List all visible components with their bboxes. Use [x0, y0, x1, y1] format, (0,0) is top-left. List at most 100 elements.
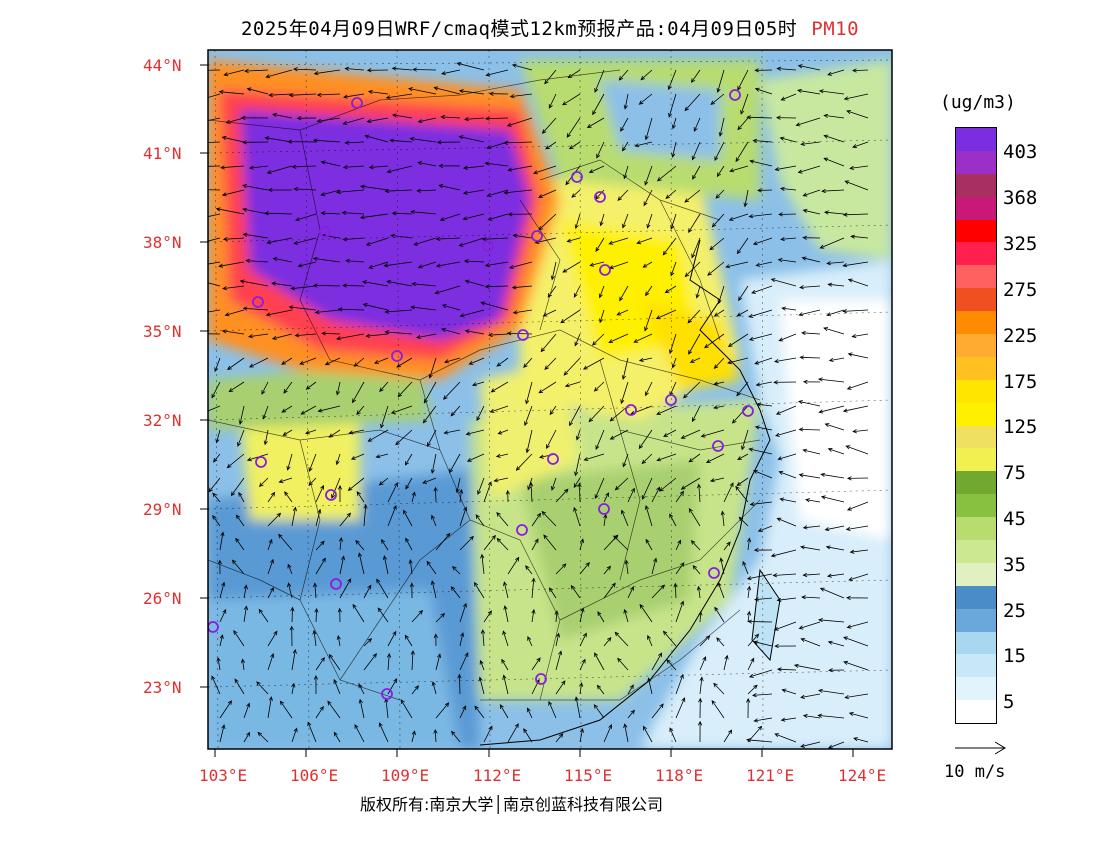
wind-arrow	[742, 560, 749, 575]
colorbar-swatch	[956, 517, 996, 541]
wind-arrow	[378, 477, 389, 486]
wind-arrow	[568, 141, 581, 150]
wind-arrow	[228, 381, 245, 393]
wind-arrow	[823, 134, 845, 143]
coastline	[479, 239, 771, 746]
wind-arrow	[688, 453, 701, 463]
wind-arrow	[497, 429, 509, 435]
wind-arrow	[242, 232, 269, 239]
wind-arrow	[603, 492, 610, 503]
wind-arrow	[683, 381, 701, 399]
wind-arrow	[663, 429, 677, 437]
wind-arrow	[723, 729, 733, 743]
wind-arrow	[290, 285, 317, 291]
wind-arrow	[416, 188, 437, 193]
wind-arrow	[244, 68, 269, 74]
wind-arrow	[458, 488, 464, 503]
wind-arrow	[538, 213, 557, 231]
wind-arrow	[284, 491, 293, 503]
wind-arrow	[423, 381, 437, 404]
wind-arrow	[548, 93, 557, 109]
wind-arrow	[609, 429, 629, 440]
wind-arrow	[696, 585, 702, 599]
wind-arrow	[315, 508, 322, 527]
wind-arrow	[450, 405, 461, 417]
wind-arrow	[608, 237, 629, 245]
wind-arrow	[224, 309, 245, 317]
wind-arrow	[308, 477, 317, 486]
wind-arrow	[639, 603, 653, 623]
wind-arrow	[363, 503, 368, 527]
colorbar-swatch	[956, 562, 996, 586]
wind-arrow	[680, 429, 701, 439]
wind-arrow	[407, 87, 437, 95]
wind-arrow	[496, 537, 509, 551]
wind-arrow	[798, 427, 821, 432]
wind-arrow	[755, 261, 773, 267]
wind-arrow	[337, 484, 343, 502]
wind-arrow	[243, 731, 251, 743]
wind-arrow	[713, 381, 725, 386]
wind-arrow	[378, 722, 389, 743]
wind-arrow	[362, 280, 389, 287]
wind-arrow	[849, 549, 869, 554]
wind-arrow	[287, 563, 293, 575]
wind-arrow	[434, 285, 461, 295]
wind-arrow	[746, 697, 751, 719]
wind-arrow	[613, 535, 629, 551]
wind-arrow	[853, 737, 869, 743]
wind-arrow	[271, 333, 293, 340]
colorbar-swatch	[956, 265, 996, 289]
wind-arrow	[656, 405, 677, 415]
wind-arrow	[823, 157, 845, 167]
wind-arrow	[430, 453, 437, 475]
wind-arrow	[675, 697, 686, 719]
city-marker	[712, 440, 724, 452]
wind-arrow	[596, 141, 605, 159]
lon-label-112: 112°E	[473, 766, 522, 785]
wind-arrow	[316, 117, 341, 123]
wind-arrow	[480, 553, 485, 575]
wind-arrow	[622, 453, 629, 468]
wind-arrow	[315, 656, 325, 671]
wind-arrow	[410, 209, 437, 215]
wind-arrow	[293, 186, 317, 192]
wind-arrow	[413, 237, 437, 246]
wind-arrow	[426, 429, 437, 448]
wind-arrow	[736, 309, 749, 317]
wind-arrow	[675, 562, 685, 575]
wind-arrow	[242, 207, 269, 215]
wind-vectors	[208, 62, 869, 749]
wind-arrow	[671, 357, 677, 369]
wind-arrow	[798, 309, 821, 317]
wind-arrow	[737, 117, 749, 131]
wind-arrow	[237, 429, 245, 447]
wind-arrow	[267, 512, 282, 527]
wind-arrow	[579, 632, 587, 647]
wind-arrow	[823, 113, 845, 119]
wind-arrow	[592, 93, 605, 116]
wind-arrow	[380, 405, 389, 429]
wind-arrow	[781, 306, 797, 311]
city-marker	[516, 524, 528, 536]
wind-arrow	[386, 279, 413, 287]
wind-arrow	[773, 380, 797, 385]
wind-arrow	[669, 727, 677, 743]
wind-arrow	[827, 69, 845, 76]
wind-arrow	[484, 116, 509, 121]
wind-arrow	[574, 696, 581, 719]
wind-arrow	[506, 117, 533, 127]
wind-arrow	[688, 213, 701, 233]
wind-arrow	[671, 141, 677, 158]
wind-arrow	[219, 531, 225, 551]
wind-arrow	[443, 429, 461, 435]
colorbar-label-45: 45	[1003, 508, 1026, 530]
wind-arrow	[503, 140, 533, 145]
wind-arrow	[328, 429, 341, 438]
wind-arrow	[218, 261, 245, 268]
colorbar-swatch	[956, 128, 996, 151]
wind-arrow	[620, 117, 629, 132]
wind-arrow	[579, 538, 585, 551]
wind-arrow	[669, 513, 677, 527]
wind-arrow	[222, 285, 245, 291]
